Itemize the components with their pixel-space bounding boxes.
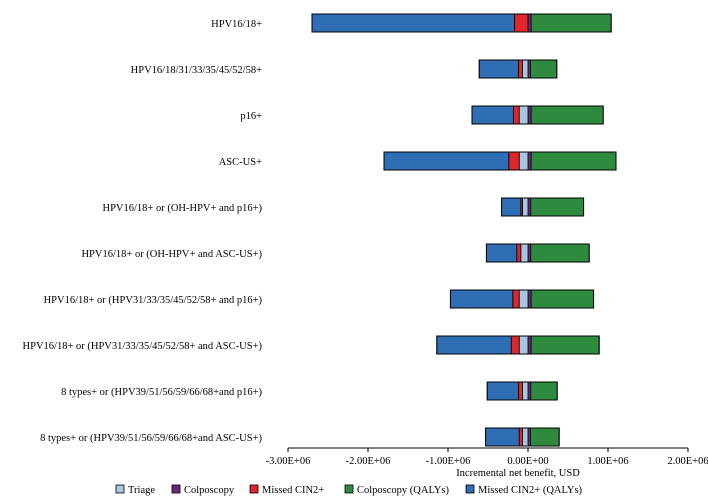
category-label: HPV16/18+ or (HPV31/33/35/45/52/58+ and … (44, 295, 263, 306)
x-tick-label: -2.00E+06 (346, 456, 391, 467)
bar-segment (485, 427, 520, 447)
category-label: ASC-US+ (219, 157, 262, 168)
bar-area (311, 13, 617, 447)
category-label: HPV16/18/31/33/35/45/52/58+ (131, 65, 262, 76)
bar-outline (485, 243, 590, 263)
category-label: 8 types+ or (HPV39/51/56/59/66/68+and AS… (40, 433, 262, 444)
legend-label: Triage (128, 485, 155, 496)
x-tick-label: 2.00E+06 (667, 456, 708, 467)
bar-outline (383, 151, 617, 171)
bar-outline (311, 13, 612, 33)
bar-segment (518, 59, 523, 79)
legend-swatch (249, 484, 259, 494)
bar-outline (478, 59, 558, 79)
category-label: p16+ (240, 111, 262, 122)
bar-segment (311, 13, 515, 33)
bar-segment (530, 381, 558, 401)
bar-segment (518, 335, 529, 355)
legend-label: Colposcopy (184, 485, 235, 496)
bar-segment (530, 59, 558, 79)
bar-segment (522, 381, 529, 401)
legend-swatch (171, 484, 181, 494)
bar-segment (485, 243, 518, 263)
bar-segment (527, 381, 532, 401)
bar-segment (471, 105, 514, 125)
bar-segment (512, 289, 520, 309)
bar-outline (486, 381, 558, 401)
x-tick-label: -3.00E+06 (266, 456, 311, 467)
bar-segment (522, 427, 529, 447)
bar-segment (508, 151, 520, 171)
bar-outline (449, 289, 595, 309)
bar-segment (486, 381, 519, 401)
bar-segment (530, 105, 604, 125)
x-tick-label: -1.00E+06 (426, 456, 471, 467)
bar-segment (530, 427, 560, 447)
bar-segment (516, 243, 522, 263)
category-label: HPV16/18+ or (OH-HPV+ and p16+) (102, 203, 262, 214)
legend-label: Missed CIN2+ (QALYs) (478, 485, 583, 496)
bar-segment (530, 13, 612, 33)
category-label: HPV16/18+ or (HPV31/33/35/45/52/58+ and … (23, 341, 263, 352)
legend-swatch (344, 484, 354, 494)
bar-segment (501, 197, 522, 217)
bar-segment (518, 151, 529, 171)
x-axis-title: Incremental net benefit, USD (456, 468, 580, 479)
bar-segment (518, 381, 523, 401)
legend: Triage Colposcopy Missed CIN2+ Colposcopy (… (115, 484, 583, 496)
category-labels: HPV16/18+ HPV16/18/31/33/35/45/52/58+ p16+… (23, 19, 263, 444)
bar-outline (485, 427, 560, 447)
bar-segment (383, 151, 510, 171)
bar-segment (530, 197, 584, 217)
legend-swatch (465, 484, 475, 494)
bar-segment (527, 105, 532, 125)
bar-segment (527, 13, 532, 33)
bar-segment (530, 151, 617, 171)
legend-swatch (115, 484, 125, 494)
bar-outline (471, 105, 604, 125)
bar-outline (501, 197, 585, 217)
bar-segment (513, 105, 520, 125)
bar-segment (478, 59, 519, 79)
bar-segment (530, 289, 595, 309)
legend-label: Missed CIN2+ (262, 485, 324, 496)
bar-segment (518, 289, 529, 309)
x-axis: -3.00E+06 -2.00E+06 -1.00E+06 0.00E+00 1.00E… (266, 447, 708, 467)
bar-segment (518, 105, 529, 125)
bar-segment (527, 289, 532, 309)
x-tick-label: 0.00E+00 (507, 456, 548, 467)
bar-segment (510, 335, 520, 355)
bar-segment (514, 13, 529, 33)
bar-segment (527, 197, 532, 217)
category-label: 8 types+ or (HPV39/51/56/59/66/68+and p1… (61, 387, 262, 398)
bar-segment (530, 243, 590, 263)
bar-segment (518, 427, 523, 447)
bar-segment (527, 243, 532, 263)
bar-segment (530, 335, 600, 355)
bar-segment (520, 243, 529, 263)
legend-label: Colposcopy (QALYs) (357, 485, 449, 496)
bar-segment (436, 335, 512, 355)
bar-segment (527, 151, 532, 171)
bar-segment (527, 335, 532, 355)
bar-segment (522, 59, 529, 79)
bar-segment (522, 197, 529, 217)
bar-segment (449, 289, 514, 309)
bar-outline (436, 335, 600, 355)
x-tick-label: 1.00E+06 (587, 456, 628, 467)
category-label: HPV16/18+ (211, 19, 262, 30)
category-label: HPV16/18+ or (OH-HPV+ and ASC-US+) (81, 249, 262, 260)
